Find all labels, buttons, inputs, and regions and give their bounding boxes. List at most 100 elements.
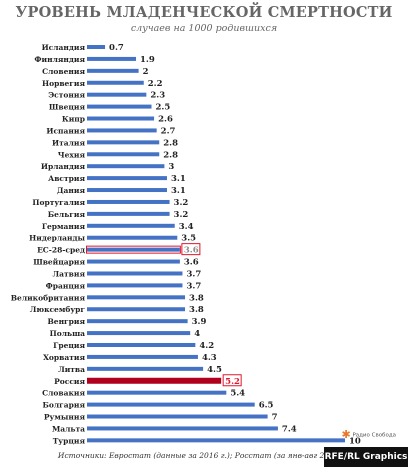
value-label-18: 3.6 (184, 258, 199, 268)
category-label-23: Венгрия (47, 317, 85, 326)
bar-26 (87, 354, 198, 359)
category-label-28: Россия (54, 377, 85, 386)
bar-24 (87, 331, 191, 336)
bar-2 (87, 68, 139, 73)
bar-0 (87, 45, 106, 49)
value-label-24: 4 (194, 329, 200, 339)
bar-4 (87, 92, 147, 97)
value-label-1: 1.9 (140, 55, 155, 65)
category-label-20: Франция (46, 281, 86, 290)
category-label-33: Турция (53, 436, 86, 445)
category-label-6: Кипр (62, 115, 85, 124)
category-label-13: Португалия (32, 198, 85, 207)
bar-29 (87, 390, 227, 395)
bar-16 (87, 235, 178, 240)
category-label-2: Словения (42, 67, 85, 76)
category-label-1: Финляндия (34, 55, 85, 64)
bar-5 (87, 104, 152, 109)
radio-svoboda-logo-icon: ✱ (341, 428, 351, 441)
value-label-22: 3.8 (189, 305, 204, 315)
category-label-24: Польша (50, 329, 86, 338)
value-label-17: 3.6 (184, 246, 199, 256)
value-label-26: 4.3 (202, 353, 217, 363)
bar-3 (87, 80, 144, 85)
category-label-7: Испания (46, 126, 85, 135)
category-label-12: Дания (57, 186, 86, 195)
category-label-30: Болгария (42, 401, 85, 410)
bar-9 (87, 152, 160, 157)
chart-title: УРОВЕНЬ МЛАДЕНЧЕСКОЙ СМЕРТНОСТИ (15, 4, 393, 21)
value-label-33: 10 (349, 436, 361, 446)
bar-20 (87, 283, 183, 288)
value-label-23: 3.9 (192, 317, 207, 327)
value-label-20: 3.7 (186, 281, 201, 291)
bar-21 (87, 295, 186, 300)
category-label-10: Ирландия (41, 162, 86, 171)
category-label-21: Великобритания (11, 293, 86, 302)
category-label-31: Румыния (44, 413, 86, 422)
highlight-frame-value-17 (181, 243, 201, 256)
category-label-3: Норвегия (42, 79, 85, 88)
value-label-7: 2.7 (161, 126, 176, 136)
bar-15 (87, 223, 175, 228)
value-label-13: 3.2 (174, 198, 189, 208)
category-label-27: Литва (58, 365, 85, 374)
category-label-29: Словакия (42, 389, 85, 398)
value-label-32: 7.4 (282, 424, 297, 434)
value-label-9: 2.8 (163, 150, 178, 160)
bar-33 (87, 438, 345, 443)
category-label-16: Нидерланды (29, 234, 85, 243)
category-label-22: Люксембург (30, 305, 86, 314)
bar-18 (87, 259, 180, 264)
highlight-frame-bar (86, 245, 181, 254)
category-label-15: Германия (42, 222, 86, 231)
bar-32 (87, 426, 278, 431)
bar-25 (87, 343, 196, 347)
category-label-32: Мальта (52, 424, 85, 433)
value-label-8: 2.8 (163, 138, 178, 148)
bar-1 (87, 56, 137, 61)
value-label-5: 2.5 (156, 103, 171, 113)
credit-badge: RFE/RL Graphics (324, 447, 408, 467)
bar-31 (87, 414, 268, 419)
category-label-25: Греция (53, 341, 85, 350)
sources-note: Источники: Евростат (данные за 2016 г.);… (57, 451, 351, 460)
value-label-14: 3.2 (174, 210, 189, 220)
category-label-11: Австрия (48, 174, 85, 183)
value-label-31: 7 (272, 413, 278, 423)
category-label-9: Чехия (58, 150, 86, 159)
bar-27 (87, 366, 204, 371)
value-label-27: 4.5 (207, 365, 222, 375)
bar-23 (87, 319, 188, 324)
chart-subtitle: случаев на 1000 родившихся (130, 23, 278, 34)
value-label-25: 4.2 (199, 341, 214, 351)
category-label-14: Бельгия (48, 210, 86, 219)
bar-12 (87, 188, 167, 193)
logo-text: Радио Свобода (352, 432, 396, 439)
bar-11 (87, 176, 167, 181)
radio-svoboda-logo: ✱ Радио Свобода (341, 428, 396, 441)
value-label-11: 3.1 (171, 174, 186, 184)
value-label-4: 2.3 (150, 91, 165, 101)
value-label-30: 6.5 (259, 401, 274, 411)
category-label-26: Хорватия (43, 353, 85, 362)
bar-6 (87, 116, 155, 121)
value-label-29: 5.4 (230, 389, 245, 399)
value-label-28: 5.2 (225, 377, 240, 387)
value-label-2: 2 (143, 67, 149, 77)
category-label-5: Швеция (49, 103, 86, 112)
category-label-4: Эстония (48, 91, 85, 100)
value-label-16: 3.5 (181, 234, 196, 244)
bar-22 (87, 307, 186, 312)
value-label-21: 3.8 (189, 293, 204, 303)
category-label-19: Латвия (53, 269, 86, 278)
bar-13 (87, 199, 170, 204)
bar-8 (87, 140, 160, 145)
value-label-0: 0.7 (109, 43, 124, 53)
bar-14 (87, 211, 170, 216)
category-label-18: Швейцария (33, 258, 85, 267)
bar-10 (87, 164, 165, 169)
category-label-17: ЕС-28-сред (37, 246, 85, 255)
value-label-12: 3.1 (171, 186, 186, 196)
value-label-15: 3.4 (179, 222, 194, 232)
